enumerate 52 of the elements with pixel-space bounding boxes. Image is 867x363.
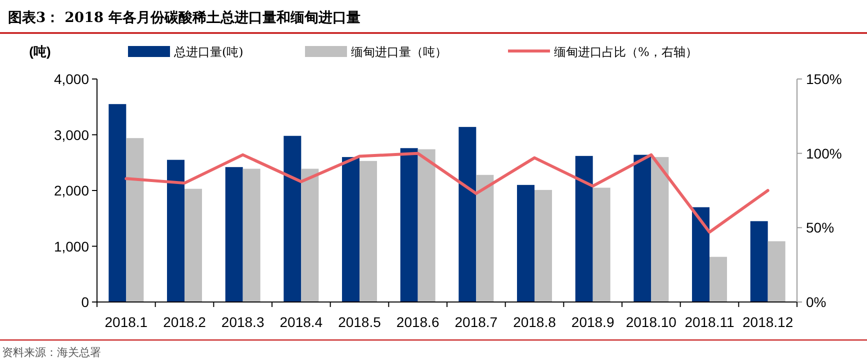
x-tick-label: 2018.4 xyxy=(280,314,323,330)
text: 资料来源：海关总署 xyxy=(2,346,101,359)
y-tick-label: 0 xyxy=(81,294,90,310)
bar xyxy=(400,148,418,302)
x-tick-label: 2018.11 xyxy=(684,314,734,330)
chart-title: 图表3： 2018 年各月份碳酸稀土总进口量和缅甸进口量 xyxy=(8,10,360,26)
bar xyxy=(108,104,126,302)
bar xyxy=(634,154,652,302)
y2-tick-label: 150% xyxy=(806,71,842,87)
bar xyxy=(651,157,669,302)
y-tick-label: 2,000 xyxy=(54,182,90,198)
x-tick-label: 2018.9 xyxy=(571,314,614,330)
bar xyxy=(342,157,360,302)
bar xyxy=(242,168,260,302)
bar xyxy=(225,167,243,302)
y-axis-title: (吨) xyxy=(29,44,51,59)
y-tick-label: 1,000 xyxy=(54,238,90,254)
x-tick-label: 2018.8 xyxy=(513,314,556,330)
bar xyxy=(768,241,786,302)
bar xyxy=(692,207,710,302)
y2-tick-label: 0% xyxy=(806,294,826,310)
x-tick-label: 2018.2 xyxy=(163,314,206,330)
bar xyxy=(476,174,494,302)
bar xyxy=(710,256,727,302)
y2-tick-label: 100% xyxy=(806,145,842,162)
bar xyxy=(184,188,202,302)
line-series xyxy=(124,152,770,234)
bar xyxy=(284,136,302,302)
bar xyxy=(592,188,610,302)
bar xyxy=(534,190,552,302)
x-tick-label: 2018.5 xyxy=(338,314,382,330)
bar xyxy=(750,221,768,302)
legend-label: 总进口量(吨) xyxy=(173,45,244,59)
legend-label: 缅甸进口占比（%，右轴） xyxy=(554,45,698,59)
x-tick-label: 2018.10 xyxy=(626,314,677,330)
bar xyxy=(418,149,436,302)
bar xyxy=(301,168,319,302)
x-tick-label: 2018.7 xyxy=(454,314,498,330)
y-tick-label: 3,000 xyxy=(54,126,90,143)
legend-label: 缅甸进口量（吨） xyxy=(351,45,447,59)
bar xyxy=(126,138,144,302)
bar xyxy=(575,156,593,302)
bar xyxy=(458,126,476,302)
y-tick-label: 4,000 xyxy=(54,71,90,87)
x-tick-label: 2018.3 xyxy=(221,314,264,330)
bar xyxy=(167,160,184,302)
x-tick-label: 2018.6 xyxy=(396,314,440,330)
x-tick-label: 2018.1 xyxy=(104,314,148,330)
y2-tick-label: 50% xyxy=(806,220,834,236)
x-tick-label: 2018.12 xyxy=(742,314,794,330)
bar xyxy=(360,160,377,302)
bar xyxy=(517,184,534,302)
